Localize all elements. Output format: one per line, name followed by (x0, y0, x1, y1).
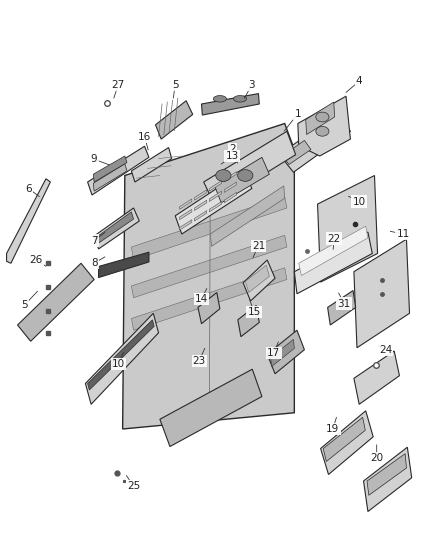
Text: 9: 9 (91, 154, 98, 164)
Polygon shape (201, 94, 259, 115)
Text: 13: 13 (226, 151, 239, 161)
Polygon shape (180, 199, 192, 209)
Polygon shape (97, 212, 134, 243)
Polygon shape (224, 182, 237, 192)
Polygon shape (299, 226, 368, 276)
Ellipse shape (316, 126, 329, 136)
Text: 8: 8 (91, 259, 98, 268)
Polygon shape (198, 293, 220, 324)
Polygon shape (93, 156, 127, 182)
Polygon shape (364, 447, 412, 512)
Polygon shape (271, 340, 294, 367)
Polygon shape (209, 201, 222, 212)
Polygon shape (131, 268, 287, 330)
Polygon shape (160, 369, 262, 447)
Text: 11: 11 (396, 229, 410, 239)
Polygon shape (180, 220, 192, 230)
Text: 21: 21 (252, 241, 265, 251)
Text: 27: 27 (112, 79, 125, 90)
Text: 6: 6 (25, 183, 32, 193)
Text: 2: 2 (229, 144, 236, 155)
Polygon shape (88, 146, 149, 195)
Polygon shape (155, 101, 193, 139)
Ellipse shape (215, 169, 231, 181)
Polygon shape (328, 290, 356, 325)
Polygon shape (306, 102, 335, 134)
Polygon shape (209, 181, 222, 191)
Polygon shape (131, 196, 287, 260)
Text: 14: 14 (195, 294, 208, 304)
Polygon shape (367, 454, 406, 495)
Polygon shape (131, 148, 172, 182)
Ellipse shape (233, 95, 247, 102)
Polygon shape (7, 179, 50, 263)
Text: 24: 24 (379, 345, 392, 354)
Polygon shape (85, 313, 159, 405)
Polygon shape (283, 140, 311, 165)
Text: 3: 3 (248, 79, 255, 90)
Text: 31: 31 (338, 298, 351, 309)
Polygon shape (294, 232, 372, 294)
Polygon shape (194, 190, 207, 200)
Polygon shape (123, 124, 294, 429)
Polygon shape (279, 113, 350, 172)
Text: 15: 15 (247, 307, 261, 317)
Text: 22: 22 (328, 233, 341, 244)
Polygon shape (354, 351, 399, 405)
Text: 23: 23 (193, 356, 206, 366)
Polygon shape (215, 157, 269, 203)
Polygon shape (194, 211, 207, 221)
Polygon shape (243, 260, 275, 301)
Polygon shape (210, 186, 285, 246)
Polygon shape (224, 172, 237, 182)
Ellipse shape (237, 169, 253, 181)
Text: 7: 7 (91, 236, 98, 246)
Polygon shape (18, 263, 94, 341)
Polygon shape (131, 235, 287, 298)
Text: 10: 10 (112, 359, 125, 369)
Polygon shape (180, 209, 192, 220)
Text: 10: 10 (353, 197, 366, 206)
Text: 25: 25 (127, 481, 140, 491)
Polygon shape (323, 417, 365, 462)
Polygon shape (267, 330, 304, 374)
Polygon shape (298, 96, 350, 156)
Polygon shape (321, 411, 373, 474)
Text: 4: 4 (356, 76, 363, 86)
Text: 16: 16 (138, 132, 151, 141)
Polygon shape (204, 131, 296, 205)
Polygon shape (194, 200, 207, 211)
Polygon shape (238, 305, 259, 337)
Ellipse shape (316, 112, 329, 122)
Ellipse shape (213, 95, 226, 102)
Text: 26: 26 (30, 255, 43, 265)
Text: 1: 1 (294, 109, 301, 119)
Text: 5: 5 (172, 79, 179, 90)
Polygon shape (354, 239, 410, 348)
Text: 20: 20 (370, 453, 383, 463)
Polygon shape (88, 320, 154, 390)
Polygon shape (224, 192, 237, 203)
Text: 19: 19 (326, 424, 339, 434)
Text: 17: 17 (267, 348, 280, 358)
Polygon shape (94, 208, 139, 249)
Polygon shape (93, 164, 127, 191)
Polygon shape (318, 175, 378, 282)
Polygon shape (175, 171, 252, 234)
Polygon shape (99, 252, 149, 278)
Polygon shape (245, 265, 269, 293)
Text: 5: 5 (21, 301, 28, 311)
Polygon shape (209, 191, 222, 201)
